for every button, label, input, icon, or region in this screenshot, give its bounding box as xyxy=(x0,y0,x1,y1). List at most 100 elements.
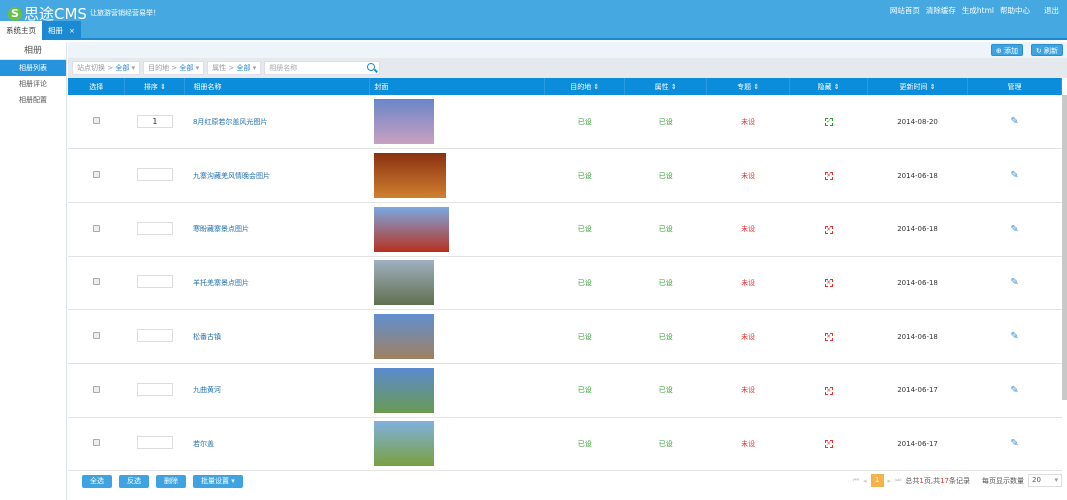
album-name[interactable]: 8月红原若尔盖风光图片 xyxy=(184,95,370,150)
tab-album[interactable]: 相册 × xyxy=(42,21,81,40)
delete-button[interactable]: 删除 xyxy=(156,475,186,488)
destination-status[interactable]: 已设 xyxy=(544,256,625,311)
row-checkbox[interactable] xyxy=(92,117,100,125)
row-checkbox[interactable] xyxy=(92,439,100,447)
link-logout[interactable]: 退出 xyxy=(1044,6,1059,15)
cover-image xyxy=(373,206,449,252)
attribute-filter[interactable]: 属性 > 全部 ▾ xyxy=(207,61,262,75)
column-header: 封面 xyxy=(369,78,546,95)
edit-icon[interactable]: ✎ xyxy=(1010,438,1019,450)
sort-input[interactable] xyxy=(136,436,173,450)
tab-home[interactable]: 系统主页 xyxy=(0,21,42,40)
column-header[interactable]: 目的地 ⇕ xyxy=(544,78,626,95)
attribute-status[interactable]: 已设 xyxy=(624,417,707,472)
page-1[interactable]: 1 xyxy=(870,474,884,487)
select-all-button[interactable]: 全选 xyxy=(82,475,112,488)
cover-image xyxy=(373,99,434,145)
sort-input[interactable] xyxy=(136,168,173,182)
topic-status[interactable]: 未设 xyxy=(706,363,790,418)
link-help[interactable]: 帮助中心 xyxy=(1000,6,1030,15)
destination-filter[interactable]: 目的地 > 全部 ▾ xyxy=(143,61,205,75)
slogan: 让旅游营销经营易举！ xyxy=(90,9,160,17)
add-button[interactable]: ⊕ 添加 xyxy=(990,44,1023,56)
edit-icon[interactable]: ✎ xyxy=(1010,116,1019,128)
sort-input[interactable] xyxy=(136,382,173,396)
column-header[interactable]: 隐藏 ⇕ xyxy=(789,78,869,95)
site-filter[interactable]: 站点切换 > 全部 ▾ xyxy=(72,61,141,75)
sort-input[interactable] xyxy=(136,329,173,343)
edit-icon[interactable]: ✎ xyxy=(1010,331,1019,343)
link-clear-cache[interactable]: 清除缓存 xyxy=(925,6,956,15)
edit-icon[interactable]: ✎ xyxy=(1010,384,1019,396)
check-icon[interactable]: ✓ xyxy=(824,118,833,127)
destination-status[interactable]: 已设 xyxy=(544,202,625,257)
sidebar-item-album-comments[interactable]: 相册评论 xyxy=(19,80,47,88)
sort-input[interactable]: 1 xyxy=(136,115,173,129)
edit-icon[interactable]: ✎ xyxy=(1010,170,1019,182)
destination-status[interactable]: 已设 xyxy=(544,95,625,150)
first-page-button[interactable]: ⏮ xyxy=(852,476,860,484)
per-page-select[interactable]: 20 ▾ xyxy=(1028,474,1062,487)
row-checkbox[interactable] xyxy=(92,278,100,286)
next-page-button[interactable]: ▸ xyxy=(887,476,892,485)
search-icon[interactable] xyxy=(367,63,376,71)
album-name[interactable]: 羊托羌寨景点图片 xyxy=(184,256,370,311)
row-checkbox[interactable] xyxy=(92,171,100,179)
topic-status[interactable]: 未设 xyxy=(706,95,790,150)
topic-status[interactable]: 未设 xyxy=(706,417,790,472)
row-checkbox[interactable] xyxy=(92,385,100,393)
attribute-status[interactable]: 已设 xyxy=(624,202,707,257)
link-generate-html[interactable]: 生成html xyxy=(961,6,994,15)
column-header[interactable]: 属性 ⇕ xyxy=(624,78,708,95)
x-icon[interactable]: × xyxy=(824,279,833,288)
scrollbar[interactable] xyxy=(1062,95,1067,400)
sidebar-title: 相册 xyxy=(0,42,66,60)
prev-page-button[interactable]: ◂ xyxy=(863,476,867,485)
last-page-button[interactable]: ⏭ xyxy=(895,476,902,484)
album-name[interactable]: 九寨沟藏羌风情晚会图片 xyxy=(184,148,370,203)
attribute-status[interactable]: 已设 xyxy=(624,148,707,203)
column-header[interactable]: 排序 ⇕ xyxy=(124,78,186,95)
topic-status[interactable]: 未设 xyxy=(706,202,790,257)
sort-input[interactable] xyxy=(136,275,173,289)
x-icon[interactable]: × xyxy=(824,225,833,234)
refresh-button[interactable]: ↻ 刷新 xyxy=(1030,44,1063,56)
x-icon[interactable]: × xyxy=(824,440,833,449)
column-header[interactable]: 更新时间 ⇕ xyxy=(867,78,969,95)
album-name[interactable]: 九曲黄河 xyxy=(184,363,370,418)
destination-status[interactable]: 已设 xyxy=(544,417,625,472)
topic-status[interactable]: 未设 xyxy=(706,148,790,203)
destination-status[interactable]: 已设 xyxy=(544,148,625,203)
row-checkbox[interactable] xyxy=(92,332,100,340)
row-checkbox[interactable] xyxy=(92,224,100,232)
sidebar-item-album-config[interactable]: 相册配置 xyxy=(19,96,47,104)
attribute-status[interactable]: 已设 xyxy=(624,95,707,150)
update-date: 2014-06-17 xyxy=(867,417,968,472)
sort-input[interactable] xyxy=(136,221,173,235)
album-name[interactable]: 寒盼藏寨景点图片 xyxy=(184,202,370,257)
destination-status[interactable]: 已设 xyxy=(544,363,625,418)
edit-icon[interactable]: ✎ xyxy=(1010,223,1019,235)
topic-status[interactable]: 未设 xyxy=(706,309,790,364)
album-name[interactable]: 松番古镇 xyxy=(184,309,370,364)
attribute-status[interactable]: 已设 xyxy=(624,309,707,364)
link-site-home[interactable]: 网站首页 xyxy=(889,6,920,15)
search-input[interactable]: 相册名称 xyxy=(264,61,381,75)
batch-settings-button[interactable]: 批量设置 ▾ xyxy=(193,475,243,488)
sidebar-item-album-list[interactable]: 相册列表 xyxy=(0,60,66,76)
x-icon[interactable]: × xyxy=(824,333,833,342)
table-row: 松番古镇 已设 已设 未设 × 2014-06-18 ✎ xyxy=(68,309,1062,364)
edit-icon[interactable]: ✎ xyxy=(1010,277,1019,289)
topic-status[interactable]: 未设 xyxy=(706,256,790,311)
per-page-label: 每页显示数量 xyxy=(982,476,1024,485)
album-name[interactable]: 若尔盖 xyxy=(184,417,370,472)
invert-select-button[interactable]: 反选 xyxy=(119,475,149,488)
column-header[interactable]: 专题 ⇕ xyxy=(706,78,791,95)
x-icon[interactable]: × xyxy=(824,386,833,395)
destination-status[interactable]: 已设 xyxy=(544,309,625,364)
close-icon[interactable]: × xyxy=(69,27,75,35)
cover-image xyxy=(373,314,434,360)
attribute-status[interactable]: 已设 xyxy=(624,363,707,418)
x-icon[interactable]: × xyxy=(824,172,833,181)
attribute-status[interactable]: 已设 xyxy=(624,256,707,311)
